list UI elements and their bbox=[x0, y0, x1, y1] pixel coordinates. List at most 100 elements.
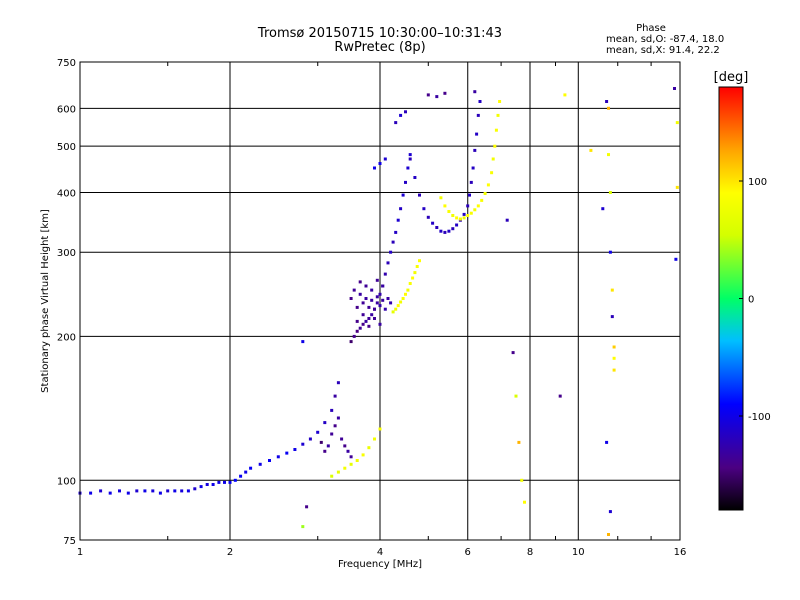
data-point bbox=[211, 483, 215, 486]
chart-title: Tromsø 20150715 10:30:00–10:31:43 bbox=[257, 26, 502, 41]
data-point bbox=[378, 322, 382, 326]
data-point bbox=[476, 113, 480, 117]
data-point bbox=[458, 217, 462, 221]
data-point bbox=[352, 334, 356, 338]
data-point bbox=[383, 272, 387, 276]
data-point bbox=[490, 171, 494, 175]
data-point bbox=[330, 408, 334, 412]
data-point bbox=[608, 191, 612, 194]
data-point bbox=[462, 212, 466, 216]
colorbar-ticks: 100 0 -100 bbox=[739, 177, 771, 423]
data-point bbox=[675, 121, 679, 125]
data-point bbox=[455, 216, 459, 220]
plot-frame bbox=[79, 61, 681, 541]
x-tick-label: 8 bbox=[527, 547, 533, 558]
data-point bbox=[426, 93, 430, 97]
colorbar-tick-label: 0 bbox=[748, 295, 754, 306]
data-point bbox=[431, 221, 435, 225]
data-point bbox=[358, 326, 362, 330]
axis-ticks: 1 2 4 6 8 10 16 75 100 200 300 400 500 600 750 bbox=[57, 58, 686, 558]
data-point bbox=[336, 416, 340, 420]
data-point bbox=[473, 148, 477, 152]
data-point bbox=[268, 459, 271, 462]
data-point bbox=[223, 480, 226, 484]
data-point bbox=[143, 489, 147, 493]
data-point bbox=[505, 218, 509, 222]
y-axis-label: Stationary phase Virtual Height [km] bbox=[40, 209, 51, 393]
data-point bbox=[305, 505, 309, 509]
data-point bbox=[193, 487, 197, 491]
data-point bbox=[443, 230, 447, 234]
data-point bbox=[361, 453, 365, 457]
data-point bbox=[323, 449, 327, 453]
data-point bbox=[381, 284, 385, 288]
data-point bbox=[401, 193, 405, 197]
data-point bbox=[349, 462, 353, 466]
data-point bbox=[466, 204, 470, 208]
data-point bbox=[118, 489, 121, 493]
data-point bbox=[466, 214, 470, 217]
data-point bbox=[108, 491, 112, 495]
data-point bbox=[612, 368, 616, 372]
data-point bbox=[471, 166, 475, 170]
data-point bbox=[469, 211, 473, 215]
data-point bbox=[483, 192, 487, 195]
data-point bbox=[367, 446, 371, 450]
data-point bbox=[378, 162, 382, 165]
data-point bbox=[89, 491, 93, 495]
data-point bbox=[406, 166, 410, 170]
data-point bbox=[415, 265, 419, 268]
data-point bbox=[135, 489, 139, 493]
data-point bbox=[173, 489, 177, 493]
data-point bbox=[408, 157, 412, 161]
data-point bbox=[375, 301, 379, 305]
data-point bbox=[373, 317, 376, 320]
data-point bbox=[370, 313, 374, 317]
data-point bbox=[346, 449, 350, 453]
data-point bbox=[406, 288, 410, 292]
y-tick-label: 500 bbox=[57, 142, 76, 153]
data-point bbox=[608, 510, 612, 514]
data-point bbox=[370, 288, 374, 292]
data-point bbox=[418, 193, 421, 197]
data-point bbox=[607, 533, 610, 536]
data-point bbox=[249, 466, 253, 470]
data-point bbox=[473, 208, 477, 212]
data-point bbox=[228, 480, 232, 484]
data-point bbox=[610, 288, 614, 292]
data-point bbox=[673, 87, 676, 90]
data-point bbox=[451, 227, 455, 231]
data-point bbox=[422, 207, 426, 211]
data-point bbox=[343, 444, 347, 448]
y-tick-label: 200 bbox=[57, 332, 76, 343]
data-point bbox=[373, 307, 376, 311]
data-point bbox=[336, 381, 340, 385]
x-axis-label: Frequency [MHz] bbox=[338, 559, 422, 570]
data-point bbox=[399, 207, 403, 211]
data-point bbox=[352, 288, 356, 292]
data-point bbox=[601, 207, 605, 211]
data-point bbox=[408, 282, 412, 285]
data-point bbox=[349, 340, 353, 344]
data-point bbox=[605, 440, 609, 444]
data-point bbox=[293, 448, 297, 451]
data-point bbox=[158, 491, 162, 495]
data-point bbox=[426, 215, 430, 219]
data-point bbox=[364, 297, 368, 300]
data-point bbox=[608, 250, 612, 254]
data-point bbox=[605, 100, 609, 103]
data-point bbox=[378, 427, 382, 431]
x-tick-label: 16 bbox=[674, 547, 687, 558]
data-point bbox=[418, 259, 421, 263]
x-tick-label: 1 bbox=[77, 547, 83, 558]
data-point bbox=[301, 525, 305, 529]
x-tick-label: 4 bbox=[377, 547, 383, 558]
data-point bbox=[333, 424, 337, 428]
data-point bbox=[349, 455, 353, 459]
data-point bbox=[443, 204, 447, 208]
data-point bbox=[301, 340, 305, 344]
data-point bbox=[674, 257, 678, 261]
data-point bbox=[475, 132, 479, 136]
data-point bbox=[404, 292, 407, 296]
data-point bbox=[612, 356, 616, 360]
